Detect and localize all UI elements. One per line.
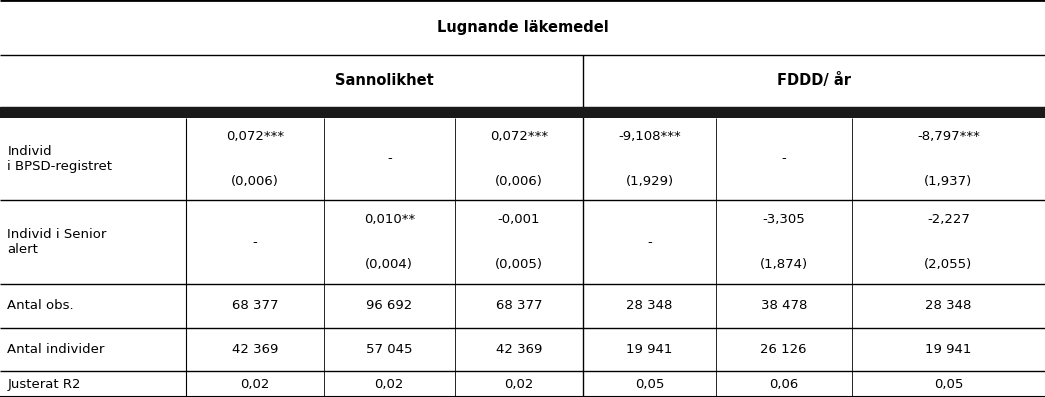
Text: -: - [647, 236, 652, 249]
Text: 57 045: 57 045 [366, 343, 413, 356]
Text: (1,937): (1,937) [924, 175, 973, 188]
Text: 42 369: 42 369 [232, 343, 278, 356]
Text: Lugnande läkemedel: Lugnande läkemedel [437, 20, 608, 35]
Text: 0,05: 0,05 [933, 378, 963, 391]
Text: 0,06: 0,06 [769, 378, 798, 391]
Text: Individ
i BPSD-registret: Individ i BPSD-registret [7, 145, 112, 173]
Text: 19 941: 19 941 [626, 343, 673, 356]
Text: -: - [253, 236, 257, 249]
Text: Sannolikhet: Sannolikhet [335, 73, 434, 89]
Text: Individ i Senior
alert: Individ i Senior alert [7, 228, 107, 256]
Text: 0,072***: 0,072*** [490, 130, 548, 143]
Text: 26 126: 26 126 [761, 343, 807, 356]
Text: 28 348: 28 348 [626, 299, 673, 312]
Text: -: - [782, 152, 786, 166]
Text: -3,305: -3,305 [763, 213, 805, 226]
Text: 0,02: 0,02 [374, 378, 404, 391]
Text: (0,005): (0,005) [495, 258, 542, 271]
Text: Antal obs.: Antal obs. [7, 299, 74, 312]
Text: -: - [387, 152, 392, 166]
Text: (1,874): (1,874) [760, 258, 808, 271]
Text: (0,006): (0,006) [231, 175, 279, 188]
Text: (1,929): (1,929) [625, 175, 674, 188]
Text: FDDD/ år: FDDD/ år [777, 73, 851, 89]
Text: 42 369: 42 369 [495, 343, 542, 356]
Text: 0,05: 0,05 [634, 378, 665, 391]
Text: Antal individer: Antal individer [7, 343, 104, 356]
Text: 0,02: 0,02 [504, 378, 534, 391]
Text: 0,072***: 0,072*** [226, 130, 284, 143]
Text: 68 377: 68 377 [232, 299, 278, 312]
Text: 38 478: 38 478 [761, 299, 807, 312]
Text: (2,055): (2,055) [924, 258, 973, 271]
Text: 0,010**: 0,010** [364, 213, 415, 226]
Text: 28 348: 28 348 [925, 299, 972, 312]
Text: -2,227: -2,227 [927, 213, 970, 226]
Text: (0,004): (0,004) [366, 258, 413, 271]
Text: -8,797***: -8,797*** [916, 130, 980, 143]
Text: -0,001: -0,001 [497, 213, 540, 226]
Bar [0, 107, 1045, 118]
Text: 96 692: 96 692 [366, 299, 413, 312]
Text: 68 377: 68 377 [495, 299, 542, 312]
Text: -9,108***: -9,108*** [618, 130, 681, 143]
Text: (0,006): (0,006) [495, 175, 542, 188]
Text: Justerat R2: Justerat R2 [7, 378, 80, 391]
Text: 0,02: 0,02 [240, 378, 270, 391]
Text: 19 941: 19 941 [925, 343, 972, 356]
